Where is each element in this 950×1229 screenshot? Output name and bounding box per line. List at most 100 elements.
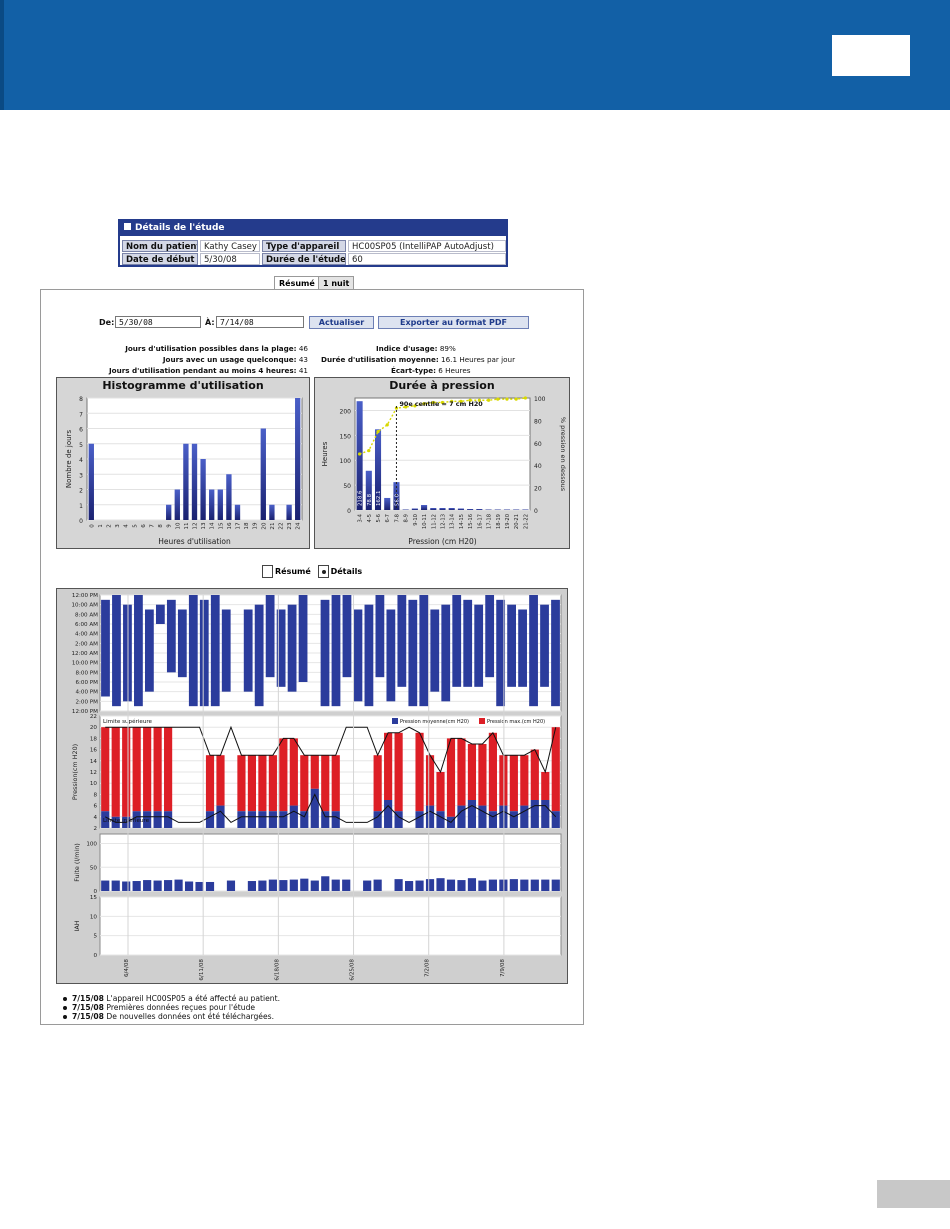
- max-pressure-bar: [436, 772, 445, 812]
- start-date-label: Date de début: [122, 253, 198, 265]
- avg-pressure-bar: [300, 811, 309, 828]
- pressure-bar: [430, 508, 437, 510]
- usage-bar: [145, 609, 154, 692]
- usage-bar: [551, 599, 560, 707]
- y-tick-label: 10:00 PM: [72, 661, 98, 667]
- max-pressure-bar: [321, 755, 330, 812]
- y-tick-label: 0: [93, 889, 97, 895]
- max-pressure-bar: [551, 727, 560, 812]
- max-pressure-bar: [279, 738, 288, 812]
- lower-limit-label: Limite inférieure: [103, 817, 150, 824]
- leak-bar: [132, 881, 141, 891]
- stat-possible-days: Jours d'utilisation possibles dans la pl…: [125, 344, 308, 353]
- details-radio[interactable]: [317, 565, 329, 578]
- bar-value-label: 78.8: [367, 493, 373, 506]
- usage-bar: [386, 609, 396, 702]
- histogram-bar: [174, 489, 180, 520]
- percentile-point: [422, 402, 426, 406]
- usage-bar: [210, 595, 220, 707]
- x-tick-label: 17: [236, 522, 242, 530]
- y-tick-label: 22: [90, 714, 97, 720]
- page-number-tab: [877, 1180, 950, 1208]
- max-pressure-bar: [520, 755, 529, 806]
- avg-pressure-bar: [384, 800, 393, 828]
- y-tick-label: 12:00 AM: [71, 651, 98, 657]
- max-pressure-bar: [478, 744, 487, 806]
- pressure-bar: [365, 470, 372, 510]
- avg-pressure-bar: [394, 811, 403, 828]
- note-item: 7/15/08 L'appareil HC00SP05 a été affect…: [62, 994, 280, 1003]
- x-date-label: 6/18/08: [274, 959, 280, 981]
- leak-bar: [499, 879, 508, 891]
- y-tick-label: 2:00 PM: [75, 699, 98, 705]
- max-pressure-bar: [153, 727, 162, 812]
- histogram-bar: [200, 459, 206, 520]
- collapse-icon[interactable]: [124, 223, 131, 230]
- avg-pressure-bar: [132, 811, 141, 828]
- x-tick-label: 6-7: [385, 514, 391, 522]
- x-tick-label: 11: [184, 522, 190, 530]
- percentile-point: [394, 406, 399, 410]
- y-tick-label: 12: [90, 770, 97, 776]
- x-tick-label: 12-13: [441, 514, 447, 529]
- usage-bar: [419, 595, 429, 707]
- y-tick-label: 4: [79, 457, 83, 464]
- avg-pressure-bar: [530, 800, 539, 828]
- tab-summary[interactable]: Résumé: [274, 276, 320, 290]
- usage-bar: [430, 609, 440, 692]
- max-pressure-bar: [216, 755, 225, 806]
- x-date-label: 7/9/08: [500, 959, 506, 977]
- x-tick-label: 3-4: [358, 513, 364, 522]
- daily-details-chart: 12:00 PM 10:00 AM 8:00 AM 6:00 AM 4:00 AM 2:0…: [56, 588, 568, 984]
- x-axis-title: Pression (cm H20): [408, 537, 476, 546]
- x-tick-label: 5-6: [376, 514, 382, 522]
- percentile-point: [358, 452, 362, 456]
- usage-bar: [298, 595, 308, 682]
- max-pressure-bar: [425, 755, 435, 806]
- leak-bar: [425, 879, 435, 891]
- x-date-label: 6/4/08: [124, 959, 130, 977]
- usage-bar: [101, 599, 110, 697]
- histogram-bar: [234, 504, 241, 520]
- to-date-input[interactable]: 7/14/08: [216, 316, 304, 328]
- avg-pressure-bar: [499, 805, 508, 828]
- y-tick-label: 0: [79, 518, 83, 525]
- leak-bar: [111, 880, 120, 891]
- avg-pressure-bar: [321, 811, 330, 828]
- update-button[interactable]: Actualiser: [309, 316, 374, 329]
- study-details-header[interactable]: Détails de l'étude: [120, 221, 506, 236]
- avg-pressure-bar: [153, 811, 162, 828]
- export-pdf-button[interactable]: Exporter au format PDF: [378, 316, 529, 329]
- leak-bar: [342, 879, 351, 891]
- max-pressure-bar: [111, 727, 120, 817]
- y-tick-label: 200: [340, 408, 352, 415]
- bar-value-label: 218.6: [358, 490, 364, 506]
- y-tick-label: 8:00 PM: [75, 670, 98, 676]
- x-tick-label: 0: [89, 524, 95, 528]
- pressure-bar: [411, 508, 418, 510]
- leak-bar: [551, 879, 560, 891]
- x-tick-label: 18: [244, 522, 250, 530]
- histogram-bar: [209, 489, 215, 520]
- daily-details-svg: 12:00 PM 10:00 AM 8:00 AM 6:00 AM 4:00 AM 2:0…: [71, 593, 562, 981]
- usage-bar: [529, 595, 538, 707]
- stat-avg-duration: Durée d'utilisation moyenne: 16.1 Heures…: [321, 355, 516, 364]
- y-axis-title: Fuite (l/min): [73, 843, 81, 882]
- lower-limit-line: [105, 793, 557, 824]
- y-tick-label: 0: [93, 953, 97, 959]
- max-pressure-bar: [509, 755, 518, 812]
- percentile-point: [413, 404, 417, 408]
- percentile-point: [505, 397, 509, 401]
- tab-one-night[interactable]: 1 nuit: [318, 276, 355, 290]
- avg-pressure-bar: [205, 811, 215, 828]
- max-pressure-bar: [310, 755, 319, 789]
- leak-bar: [488, 879, 497, 891]
- usage-bar: [155, 604, 165, 624]
- leak-bar: [394, 879, 403, 891]
- legend-swatch-max: [479, 718, 485, 724]
- from-date-input[interactable]: 5/30/08: [115, 316, 201, 328]
- percentile-point: [486, 398, 491, 402]
- max-pressure-bar: [143, 727, 152, 812]
- x-tick-label: 17-18: [487, 514, 493, 529]
- summary-radio[interactable]: [262, 565, 273, 578]
